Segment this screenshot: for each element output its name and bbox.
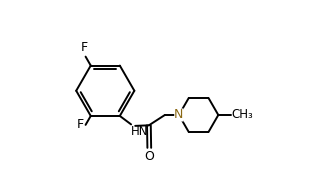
Text: F: F (77, 118, 84, 131)
Text: N: N (174, 108, 184, 122)
Text: CH₃: CH₃ (231, 108, 253, 122)
Text: HN: HN (131, 125, 148, 138)
Text: F: F (81, 41, 88, 54)
Text: O: O (144, 150, 154, 163)
